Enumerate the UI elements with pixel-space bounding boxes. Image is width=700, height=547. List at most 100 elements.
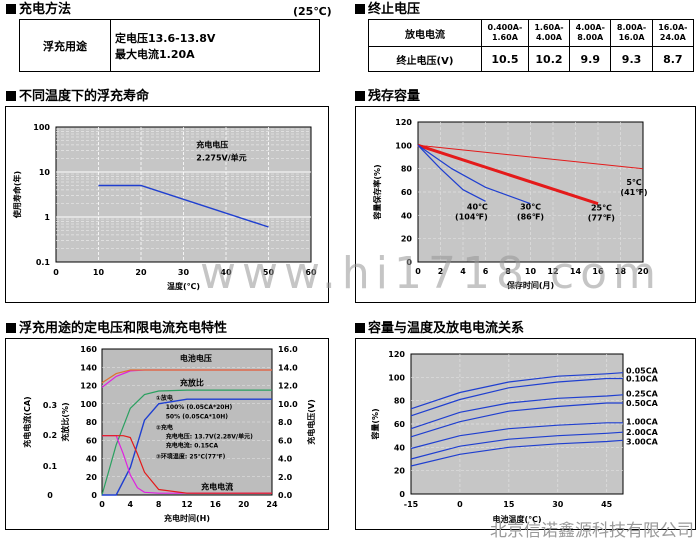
y-tick-label: 40 [401,211,413,220]
x-tick-label: 10 [525,267,537,276]
ca-tick-label: 0.1 [43,462,58,471]
series-label: 0.25CA [626,390,659,399]
capacity-series-line [410,431,624,460]
curve-label: 电池电压 [180,353,212,363]
capacity-series-line [410,402,623,438]
residual-panel: 0 20 40 60 80 100 120 0 2 4 6 8 10 12 14 16 18 20 保存时间(月) 容… [355,106,696,303]
y-tick-label: 80 [394,397,406,406]
y-tick-label: 40 [86,455,98,464]
bullet-square-icon [355,91,365,101]
y-tick-label: 60 [394,420,406,429]
x-tick-label: 20 [238,500,250,509]
x-tick-label: 15 [503,500,515,509]
charge-series-line [102,435,272,494]
current-range-header: 16.0A-24.0A [651,19,695,47]
x-tick-label: -15 [404,500,419,509]
end-voltage-value: 9.3 [610,46,653,72]
bullet-square-icon [6,323,16,333]
discharge-current-label: 放电电流 [368,19,482,47]
x-tick-label: 45 [601,500,613,509]
x-tick-label: 0 [53,268,59,277]
end-voltage-table: 放电电流 0.400A-1.60A 1.60A-4.00A 4.00A-8.00… [368,19,695,72]
y-axis-label: 容量(%) [370,408,380,440]
series-label: 1.00CA [626,418,659,427]
legend-entry: ②充电 [156,423,173,431]
series-label: (104℉) [455,213,488,222]
y-tick-label: 60 [86,436,98,445]
curve-label: 充放比 [180,378,204,388]
y-tick-label: 10 [39,168,51,177]
legend-entry: ③环境温度: 25℃(77℉) [156,453,226,461]
right-tick-label: 8.0 [278,418,293,427]
current-range-header: 8.00A-16.0A [610,19,653,47]
series-label: 25℃ [591,204,612,213]
section-title-residual: 残存容量 [355,90,420,104]
series-label: 30℃ [520,203,541,212]
x-tick-label: 16 [210,500,222,509]
y-tick-label: 0 [91,491,97,500]
ca-tick-label: 0 [47,491,53,500]
charge-series-line [101,369,272,384]
end-voltage-value: 9.9 [569,46,612,72]
y-tick-label: 100 [80,400,97,409]
capacity-temp-panel: 0 20 40 60 80 100 120 -15 0 15 30 45 电池温度(℃) 容量(%) 0.0… [355,338,696,530]
x-tick-label: 10 [93,268,105,277]
y-tick-label: 100 [33,123,50,132]
y-axis-label: 容量保存率(%) [372,164,382,220]
y-tick-label: 80 [401,165,413,174]
float-charge-chart: 0204060801001201401600.02.04.06.08.010.0… [22,345,316,523]
x-tick-label: 8 [156,500,162,509]
x-tick-label: 8 [505,267,511,276]
residual-series-line [417,144,486,202]
x-tick-label: 60 [305,268,317,277]
bullet-square-icon [355,323,365,333]
section-title-charge-method: 充电方法 [6,3,71,17]
x-tick-label: 18 [615,267,627,276]
x-tick-label: 50 [263,268,275,277]
series-label: 0.10CA [626,375,659,384]
series-label: (41℉) [620,188,647,197]
y-tick-label: 120 [80,382,97,391]
y-tick-label: 40 [394,443,406,452]
x-axis-label: 温度(℃) [167,281,200,291]
capacity-series-line [410,377,623,417]
y-tick-label: 120 [395,118,412,127]
x-tick-label: 20 [637,267,649,276]
charge-line-1: 定电压13.6-13.8V [115,31,216,45]
x-tick-label: 4 [460,267,466,276]
ca-tick-label: 0.3 [43,401,57,410]
legend-entry: 充电电压: 13.7V(2.28V/单元) [166,432,253,440]
series-label: 40℃ [467,203,488,212]
residual-chart: 0 20 40 60 80 100 120 0 2 4 6 8 10 12 14 16 18 20 保存时间(月) 容… [372,118,649,290]
legend-entry: ①放电 [156,394,173,402]
ca-tick-label: 0.2 [43,431,57,440]
float-life-chart: 0 10 20 30 40 50 60 100 10 1 0.1 温度(℃) 使用寿命(年) 充电电压 2.… [12,123,317,291]
capacity-series-line [410,422,623,450]
x-tick-label: 4 [128,500,134,509]
series-label: 3.00CA [626,438,659,447]
x-axis-label: 电池温度(℃) [493,514,542,524]
right-tick-label: 16.0 [278,345,298,354]
series-label: 5℃ [626,178,642,187]
charge-label: 浮充用途 [19,19,111,72]
legend-entry: 100% (0.05CA*20H) [166,404,233,411]
y-tick-label: 0 [406,258,412,267]
charge-series-line [101,389,272,496]
section-title-float-charge: 浮充用途的定电压和限电流充电特性 [6,322,227,336]
x-tick-label: 12 [181,500,192,509]
end-voltage-value: 10.5 [481,46,529,72]
annotation: 2.275V/单元 [196,153,246,163]
residual-series-line [417,144,644,170]
capacity-series-line [410,372,624,410]
end-voltage-label: 终止电压(V) [368,46,482,72]
right-tick-label: 12.0 [278,382,298,391]
y-tick-label: 120 [388,350,405,359]
capacity-series-line [410,439,624,467]
y-tick-label: 140 [80,363,97,372]
y-tick-label: 0 [399,490,405,499]
section-title-end-voltage: 终止电压 [355,3,420,17]
x-tick-label: 0 [457,500,463,509]
right-tick-label: 2.0 [278,473,293,482]
watermark: www.hi1718.com [200,248,662,299]
